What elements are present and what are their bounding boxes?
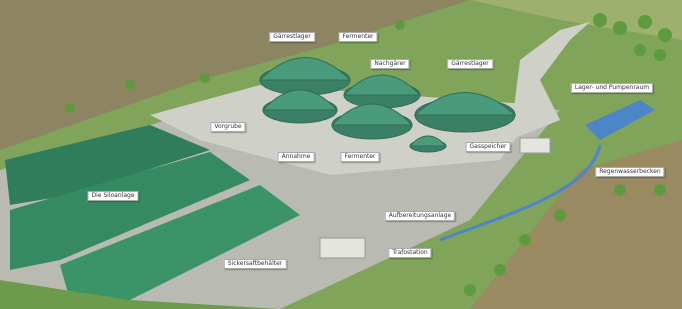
label: Aufbereitungsanlage [385,211,455,221]
label: Gasspeicher [465,142,510,152]
biogas-plant-illustration: Gärrestlager Fermenter Nachgärer Gärrest… [0,0,682,309]
label: Sickersaftbehälter [224,259,287,269]
label: Gärrestlager [447,59,493,69]
label: Nachgärer [370,59,409,69]
label: Fermenter [338,32,377,42]
label: Trafostation [388,248,431,258]
label: Gärrestlager [269,32,315,42]
label: Regenwasserbecken [595,167,664,177]
label: Lager- und Pumpenraum [571,83,653,93]
label: Die Siloanlage [87,191,138,201]
label: Vorgrube [210,122,245,132]
label: Fermenter [340,152,379,162]
label: Annahme [278,152,315,162]
